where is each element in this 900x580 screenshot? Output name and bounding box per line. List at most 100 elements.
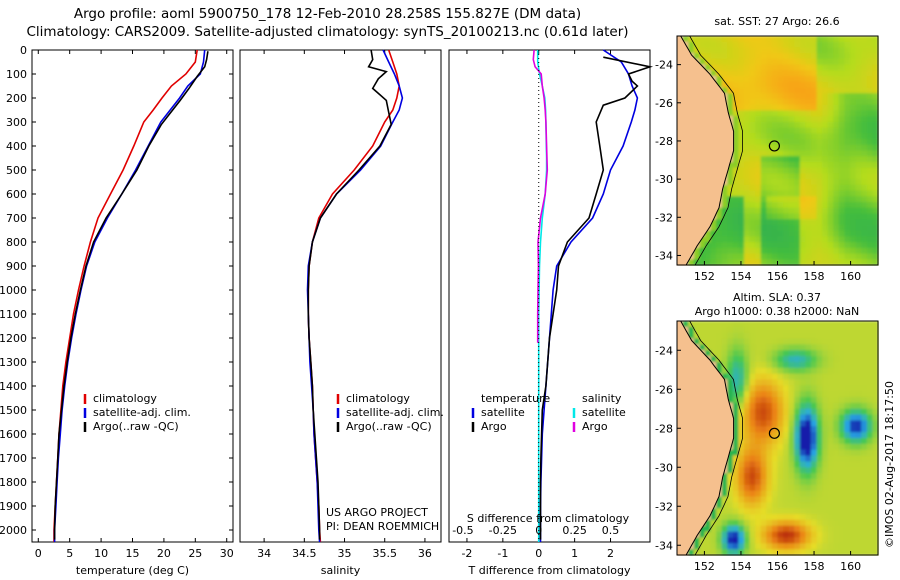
map-cell	[855, 139, 862, 146]
map-cell	[816, 53, 823, 60]
map-cell	[838, 190, 846, 197]
map-cell	[838, 473, 846, 480]
map-cell	[833, 53, 840, 60]
map-cell	[783, 391, 790, 398]
s-diff-axis-label: S difference from climatology	[467, 512, 630, 525]
map-cell	[833, 414, 840, 422]
map-cell	[872, 47, 879, 54]
map-cell	[766, 87, 773, 94]
map-cell	[799, 230, 807, 237]
map-cell	[771, 207, 779, 215]
map-cell	[811, 173, 818, 180]
map-cell	[805, 253, 812, 260]
map-cell	[844, 338, 851, 345]
map-cell	[744, 350, 751, 357]
map-cell	[833, 224, 840, 232]
map-cell	[811, 116, 818, 123]
map-cell	[716, 543, 723, 550]
map-cell	[704, 47, 712, 54]
map-cell	[850, 58, 857, 66]
map-cell	[866, 127, 874, 134]
map-cell	[833, 202, 840, 209]
map-cell	[771, 76, 779, 83]
map-cell	[783, 64, 790, 71]
map-cell	[727, 236, 734, 243]
map-cell	[766, 367, 773, 375]
map-cell	[727, 478, 734, 486]
map-cell	[861, 408, 868, 416]
map-cell	[766, 167, 773, 174]
map-cell	[816, 76, 823, 83]
map-cell	[794, 64, 801, 71]
map-cell	[838, 207, 846, 215]
map-cell	[766, 76, 773, 83]
map-cell	[827, 514, 834, 521]
map-cell	[811, 242, 818, 249]
plot-frame	[239, 49, 442, 543]
map-cell	[833, 156, 840, 163]
map-cell	[788, 408, 795, 416]
map-cell	[755, 408, 762, 416]
map-cell	[850, 420, 857, 427]
map-cell	[827, 81, 834, 89]
map-cell	[816, 356, 823, 363]
map-cell	[732, 41, 740, 49]
map-cell	[805, 247, 812, 255]
map-cell	[744, 484, 751, 492]
map-cell	[755, 213, 762, 220]
map-cell	[766, 449, 773, 457]
map-cell	[760, 36, 767, 43]
map-cell	[749, 184, 756, 192]
map-cell	[827, 127, 834, 134]
map-cell	[827, 242, 834, 249]
map-cell	[833, 379, 840, 386]
map-cell	[794, 473, 801, 480]
map-cell	[838, 127, 846, 134]
map-cell	[760, 242, 767, 249]
map-cell	[727, 104, 734, 112]
map-cell	[710, 508, 717, 515]
map-cell	[850, 350, 857, 357]
x-tick-label: 0	[35, 547, 42, 560]
map-cell	[872, 467, 879, 474]
map-cell	[816, 213, 823, 220]
map-cell	[783, 230, 790, 237]
map-cell	[855, 167, 862, 174]
map-cell	[788, 549, 795, 556]
map-cell	[872, 184, 879, 192]
map-cell	[760, 190, 767, 197]
map-cell	[838, 184, 846, 192]
map-cell	[794, 184, 801, 192]
map-cell	[811, 133, 818, 140]
map-cell	[850, 379, 857, 386]
map-cell	[827, 549, 834, 556]
map-cell	[827, 391, 834, 398]
map-cell	[822, 514, 829, 521]
map-cell	[850, 190, 857, 197]
map-cell	[732, 420, 740, 427]
map-cell	[844, 110, 851, 117]
map-cell	[755, 420, 762, 427]
map-cell	[850, 467, 857, 474]
map-cell	[872, 514, 879, 521]
map-cell	[788, 356, 795, 363]
map-cell	[827, 213, 834, 220]
map-cell	[760, 496, 767, 503]
map-cell	[872, 361, 879, 369]
map-cell	[822, 408, 829, 416]
map-cell	[827, 76, 834, 83]
map-cell	[805, 490, 812, 498]
map-cell	[866, 58, 874, 66]
map-cell	[755, 391, 762, 398]
map-cell	[827, 525, 834, 533]
map-cell	[866, 179, 874, 186]
map-cell	[799, 432, 807, 439]
map-cell	[833, 173, 840, 180]
map-cell	[755, 236, 762, 243]
x-tick-label: -1	[497, 547, 508, 560]
map-cell	[794, 58, 801, 66]
map-cell	[721, 259, 728, 266]
map-cell	[850, 356, 857, 363]
map-cell	[755, 70, 762, 77]
map-cell	[855, 473, 862, 480]
